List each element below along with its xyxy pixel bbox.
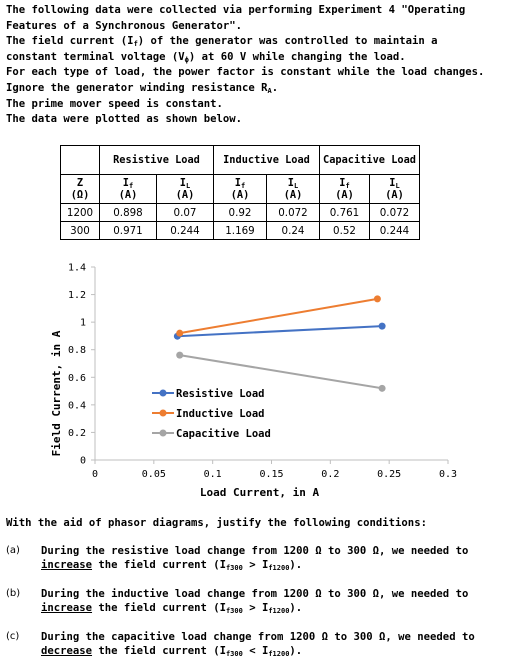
cell: 0.244 [369,221,420,240]
z-header: Z (Ω) [60,174,100,204]
legend-marker [159,429,167,437]
y-tick-label: 1.2 [68,290,86,301]
data-point [378,322,386,330]
y-tick-label: 0 [80,456,86,467]
cell: 0.244 [156,221,214,240]
question-text: With the aid of phasor diagrams, justify… [6,517,427,529]
intro-line-8: The data were plotted as shown below. [6,113,242,126]
cell: 1.169 [213,221,267,240]
table-row: 300 0.971 0.244 1.169 0.24 0.52 0.244 [60,221,420,240]
cell: 0.52 [319,221,370,240]
intro-line-4: constant terminal voltage (Vϕ) at 60 V w… [6,50,406,64]
x-tick-label: 0.25 [377,469,401,480]
y-tick-label: 0.2 [68,428,86,439]
y-tick-label: 0.4 [68,400,86,411]
y-tick-label: 0.6 [68,373,86,384]
table-corner [60,145,100,175]
series-line [179,354,383,390]
data-point [176,351,184,359]
data-table: Resistive Load Inductive Load Capacitive… [60,145,420,240]
series-line [177,325,383,338]
y-tick-label: 0.8 [68,345,86,356]
x-tick-label: 0.2 [321,469,339,480]
table-row: 1200 0.898 0.07 0.92 0.072 0.761 0.072 [60,203,420,222]
intro-text: The following data were collected via pe… [6,3,506,128]
x-tick-label: 0.15 [259,469,283,480]
data-point [373,295,381,303]
y-axis-label: Field Current, in A [50,330,63,456]
condition-c: (c) During the capacitive load change fr… [6,631,475,658]
cell: 0.072 [266,203,320,222]
data-point [176,329,184,337]
condition-b: (b) During the inductive load change fro… [6,588,469,615]
cell-z: 300 [60,221,100,240]
x-tick-label: 0.1 [204,469,222,480]
legend-label: Resistive Load [176,388,265,400]
x-tick-label: 0.05 [142,469,166,480]
item-label: (b) [6,588,21,599]
x-tick-label: 0 [92,469,98,480]
intro-line-3: The field current (If) of the generator … [6,35,438,49]
col-header: IL (A) [266,174,320,204]
cell: 0.92 [213,203,267,222]
legend-marker [159,409,167,417]
cell: 0.072 [369,203,420,222]
intro-line-1: The following data were collected via pe… [6,4,466,16]
intro-line-7: The prime mover speed is constant. [6,97,223,110]
y-tick-label: 1.4 [68,263,86,274]
col-header: If (A) [99,174,157,204]
col-header: IL (A) [156,174,214,204]
field-current-chart: 0 0.2 0.4 0.6 0.8 1 1.2 1.4 0 0.05 0.1 0.15 0.2 0.25 0… [50,263,457,500]
condition-a: (a) During the resistive load change fro… [6,545,469,572]
group-header-inductive: Inductive Load [213,145,320,175]
x-tick-label: 0.3 [439,469,457,480]
cell-z: 1200 [60,203,100,222]
x-axis-label: Load Current, in A [200,486,320,499]
series-line [179,297,378,335]
y-tick-label: 1 [80,318,86,329]
legend-marker [159,389,167,397]
cell: 0.24 [266,221,320,240]
col-header: IL (A) [369,174,420,204]
item-label: (c) [6,631,20,642]
cell: 0.07 [156,203,214,222]
col-header: If (A) [213,174,267,204]
cell: 0.898 [99,203,157,222]
group-header-capacitive: Capacitive Load [319,145,420,175]
intro-line-2: Features of a Synchronous Generator". [6,19,242,32]
cell: 0.971 [99,221,157,240]
data-point [378,384,386,392]
intro-line-5: For each type of load, the power factor … [6,66,485,79]
item-label: (a) [6,545,20,556]
col-header: If (A) [319,174,370,204]
legend-label: Capacitive Load [176,428,271,440]
cell: 0.761 [319,203,370,222]
legend-label: Inductive Load [176,408,265,420]
intro-line-6: Ignore the generator winding resistance … [6,81,279,95]
group-header-resistive: Resistive Load [99,145,214,175]
